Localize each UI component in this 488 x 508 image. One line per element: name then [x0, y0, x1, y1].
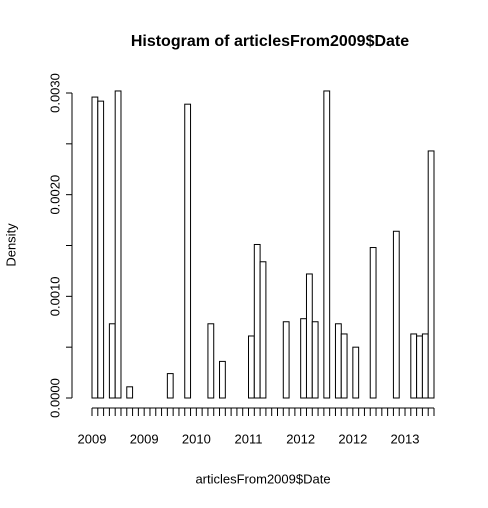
y-tick-label: 0.0020: [47, 175, 62, 215]
x-tick-label: 2011: [235, 431, 263, 446]
bar: [126, 386, 134, 399]
y-tick-label: 0.0000: [47, 378, 62, 418]
bar: [253, 243, 261, 399]
bar: [352, 346, 360, 399]
bar: [108, 323, 116, 399]
y-tick-label: 0.0030: [47, 73, 62, 113]
bar: [427, 150, 435, 399]
bar: [207, 323, 215, 399]
bar: [114, 90, 122, 399]
bar: [340, 333, 348, 399]
bar: [259, 261, 267, 399]
x-tick-label: 2013: [391, 431, 420, 446]
bar: [91, 96, 99, 399]
bar: [410, 333, 418, 399]
bar: [311, 321, 319, 399]
bar: [392, 230, 400, 399]
bar: [184, 103, 192, 399]
x-axis-label: articlesFrom2009$Date: [195, 471, 330, 486]
x-tick-label: 2012: [338, 431, 367, 446]
bar: [300, 318, 307, 399]
y-tick-label: 0.0010: [47, 276, 62, 316]
bar: [219, 360, 226, 399]
bar: [323, 90, 331, 399]
x-tick-label: 2009: [78, 431, 107, 446]
chart-title: Histogram of articlesFrom2009$Date: [131, 33, 409, 50]
x-tick-label: 2009: [130, 431, 159, 446]
x-tick-label: 2012: [286, 431, 315, 446]
y-axis-label: Density: [3, 223, 18, 267]
bar: [97, 100, 105, 399]
bar: [421, 333, 429, 399]
bar: [166, 373, 174, 399]
bar: [248, 335, 255, 399]
bar: [369, 247, 377, 399]
bar: [282, 321, 290, 399]
x-tick-label: 2010: [182, 431, 211, 446]
bar: [334, 323, 342, 399]
bar: [416, 335, 423, 399]
bar: [305, 273, 313, 399]
